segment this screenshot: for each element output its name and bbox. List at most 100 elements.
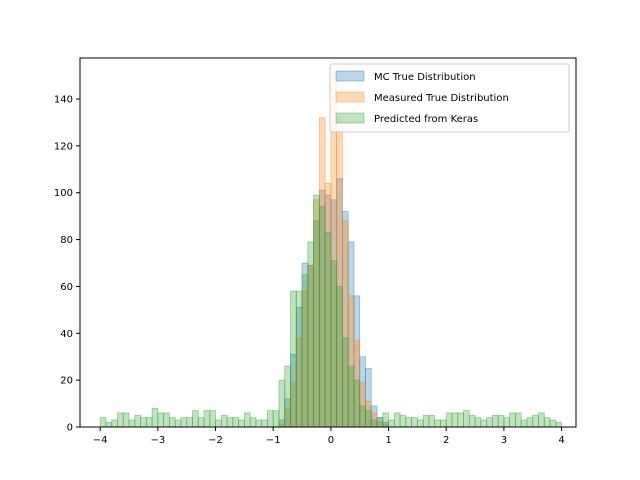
- y-tick-label-3: 60: [60, 282, 73, 293]
- bar-series-3-bin-79: [555, 421, 562, 428]
- x-axis: −4 −3 −2 −1 0 1 2 3 4: [93, 427, 565, 446]
- bar-series-3-bin-43: [347, 365, 355, 428]
- legend: MC True Distribution Measured True Distri…: [329, 63, 570, 133]
- bar-series-3-bin-7: [140, 417, 147, 428]
- bar-series-3-bin-52: [399, 414, 407, 428]
- bar-series-3-bin-68: [491, 414, 499, 428]
- x-tick-label-4: 0: [328, 435, 334, 446]
- x-tick-label-3: −1: [266, 435, 281, 446]
- bar-series-3-bin-34: [295, 290, 303, 428]
- bar-series-3-bin-30: [272, 410, 280, 428]
- x-tick-label-8: 4: [558, 435, 564, 446]
- x-tick-label-2: −2: [208, 435, 223, 446]
- legend-label-2: Measured True Distribution: [374, 93, 509, 104]
- bar-series-3-bin-38: [318, 206, 326, 428]
- bar-series-3-bin-46: [365, 410, 372, 428]
- bar-series-3-bin-19: [209, 410, 216, 428]
- bar-series-3-bin-77: [543, 417, 551, 428]
- bar-series-3-bin-67: [486, 417, 493, 428]
- bar-series-3-bin-17: [197, 417, 205, 428]
- bar-series-3-bin-66: [480, 419, 488, 428]
- bar-series-3-bin-8: [145, 417, 153, 428]
- bar-series-3-bin-69: [497, 414, 505, 428]
- bar-series-3-bin-54: [411, 417, 418, 428]
- legend-label-1: MC True Distribution: [374, 72, 476, 83]
- bar-series-3-bin-12: [168, 417, 176, 428]
- bar-series-3-bin-1: [105, 421, 113, 428]
- bar-series-3-bin-56: [422, 414, 430, 428]
- bar-series-3-bin-41: [336, 286, 343, 428]
- bar-series-3-bin-72: [515, 412, 522, 428]
- y-axis: 0 20 40 60 80 100 120 140: [54, 95, 80, 434]
- bar-series-3-bin-28: [261, 419, 268, 428]
- x-tick-label-1: −3: [150, 435, 165, 446]
- bar-series-3-bin-47: [370, 419, 378, 428]
- bar-series-3-bin-70: [503, 417, 511, 428]
- bar-series-3-bin-2: [111, 419, 118, 428]
- bar-series-3-bin-0: [99, 417, 107, 428]
- bar-series-3-bin-26: [249, 417, 257, 428]
- bar-series-3-bin-33: [290, 290, 297, 428]
- bar-series-3-bin-36: [307, 241, 314, 428]
- y-tick-label-0: 0: [67, 423, 73, 434]
- bar-series-3-bin-48: [376, 417, 384, 428]
- bar-series-3-bin-27: [255, 419, 263, 428]
- bar-series-3-bin-10: [157, 412, 165, 428]
- bar-series-3-bin-14: [180, 417, 188, 428]
- bar-series-3-bin-74: [526, 417, 534, 428]
- legend-swatch-1: [335, 70, 365, 82]
- bar-series-3-bin-55: [416, 419, 424, 428]
- series-2-bars: [278, 72, 389, 428]
- y-tick-label-4: 80: [60, 235, 73, 246]
- bar-series-3-bin-20: [215, 419, 222, 428]
- bar-series-3-bin-21: [220, 414, 228, 428]
- bar-series-3-bin-29: [267, 410, 274, 428]
- bar-series-3-bin-75: [532, 414, 539, 428]
- bar-series-3-bin-13: [174, 419, 182, 428]
- bar-series-3-bin-65: [474, 417, 482, 428]
- bar-series-3-bin-37: [313, 194, 320, 428]
- bar-series-3-bin-53: [405, 417, 413, 428]
- bar-series-3-bin-63: [463, 410, 470, 428]
- y-tick-label-5: 100: [54, 188, 73, 199]
- legend-swatch-2: [335, 91, 365, 103]
- bar-series-3-bin-60: [445, 412, 453, 428]
- bar-series-3-bin-15: [186, 417, 193, 428]
- bar-series-3-bin-49: [382, 412, 389, 428]
- bar-series-3-bin-78: [549, 419, 557, 428]
- legend-swatch-3: [335, 112, 365, 124]
- bar-series-3-bin-24: [238, 419, 245, 428]
- x-tick-label-7: 3: [501, 435, 507, 446]
- bar-series-3-bin-57: [428, 414, 436, 428]
- bar-series-3-bin-59: [440, 419, 447, 428]
- legend-box: [329, 63, 570, 133]
- bar-series-3-bin-58: [434, 419, 441, 428]
- bar-series-3-bin-40: [330, 260, 338, 428]
- bar-series-3-bin-6: [134, 414, 141, 428]
- y-tick-label-2: 40: [60, 329, 73, 340]
- bar-series-3-bin-35: [301, 274, 309, 428]
- bar-series-3-bin-44: [353, 379, 361, 428]
- bar-series-3-bin-9: [151, 407, 159, 428]
- bar-series-3-bin-64: [468, 414, 476, 428]
- bar-series-3-bin-22: [226, 417, 234, 428]
- bar-series-3-bin-45: [359, 405, 366, 428]
- bar-series-3-bin-25: [243, 412, 251, 428]
- x-tick-label-5: 1: [385, 435, 391, 446]
- bar-series-3-bin-76: [538, 412, 545, 428]
- bar-series-3-bin-11: [163, 412, 170, 428]
- bar-series-3-bin-32: [284, 365, 291, 428]
- bar-series-3-bin-42: [342, 337, 349, 428]
- bar-series-3-bin-18: [203, 410, 211, 428]
- bar-series-3-bin-4: [122, 412, 130, 428]
- bar-series-3-bin-5: [128, 419, 136, 428]
- bar-series-3-bin-62: [457, 412, 464, 428]
- bar-series-3-bin-3: [117, 412, 124, 428]
- legend-label-3: Predicted from Keras: [374, 114, 478, 125]
- x-tick-label-0: −4: [93, 435, 108, 446]
- y-tick-label-6: 120: [54, 141, 73, 152]
- x-tick-label-6: 2: [443, 435, 449, 446]
- bar-series-3-bin-31: [278, 379, 286, 428]
- bar-series-3-bin-39: [324, 232, 332, 428]
